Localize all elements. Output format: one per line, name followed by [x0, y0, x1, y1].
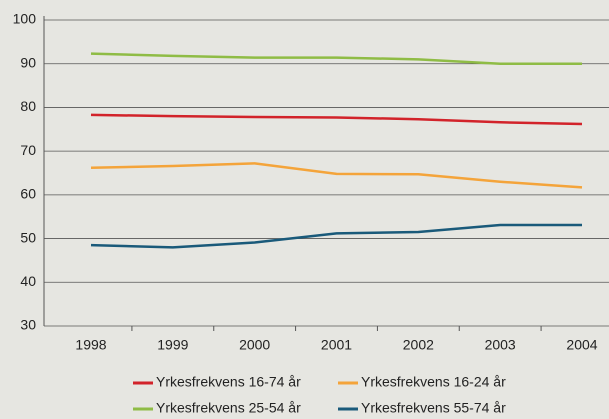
y-tick-label: 100	[13, 11, 37, 27]
y-tick-label: 50	[20, 229, 36, 245]
legend-label: Yrkesfrekvens 55-74 år	[361, 400, 506, 416]
x-tick-label: 2002	[403, 337, 434, 353]
y-tick-label: 90	[20, 54, 36, 70]
x-tick-label: 1998	[75, 337, 106, 353]
x-tick-label: 2000	[239, 337, 270, 353]
x-tick-label: 2003	[485, 337, 516, 353]
y-tick-label: 40	[20, 273, 36, 289]
series-line	[90, 52, 582, 65]
series-line	[90, 162, 583, 189]
y-tick-label: 60	[20, 186, 36, 202]
y-tick-label: 70	[20, 142, 36, 158]
y-tick-label: 80	[20, 98, 36, 114]
legend-label: Yrkesfrekvens 16-74 år	[156, 374, 301, 390]
series-line	[90, 113, 583, 126]
y-tick-label: 30	[20, 317, 36, 333]
x-tick-label: 2001	[321, 337, 352, 353]
series-line	[90, 223, 582, 249]
x-tick-label: 1999	[157, 337, 188, 353]
x-tick-label: 2004	[566, 337, 597, 353]
legend-label: Yrkesfrekvens 25-54 år	[156, 400, 301, 416]
legend-label: Yrkesfrekvens 16-24 år	[361, 374, 506, 390]
